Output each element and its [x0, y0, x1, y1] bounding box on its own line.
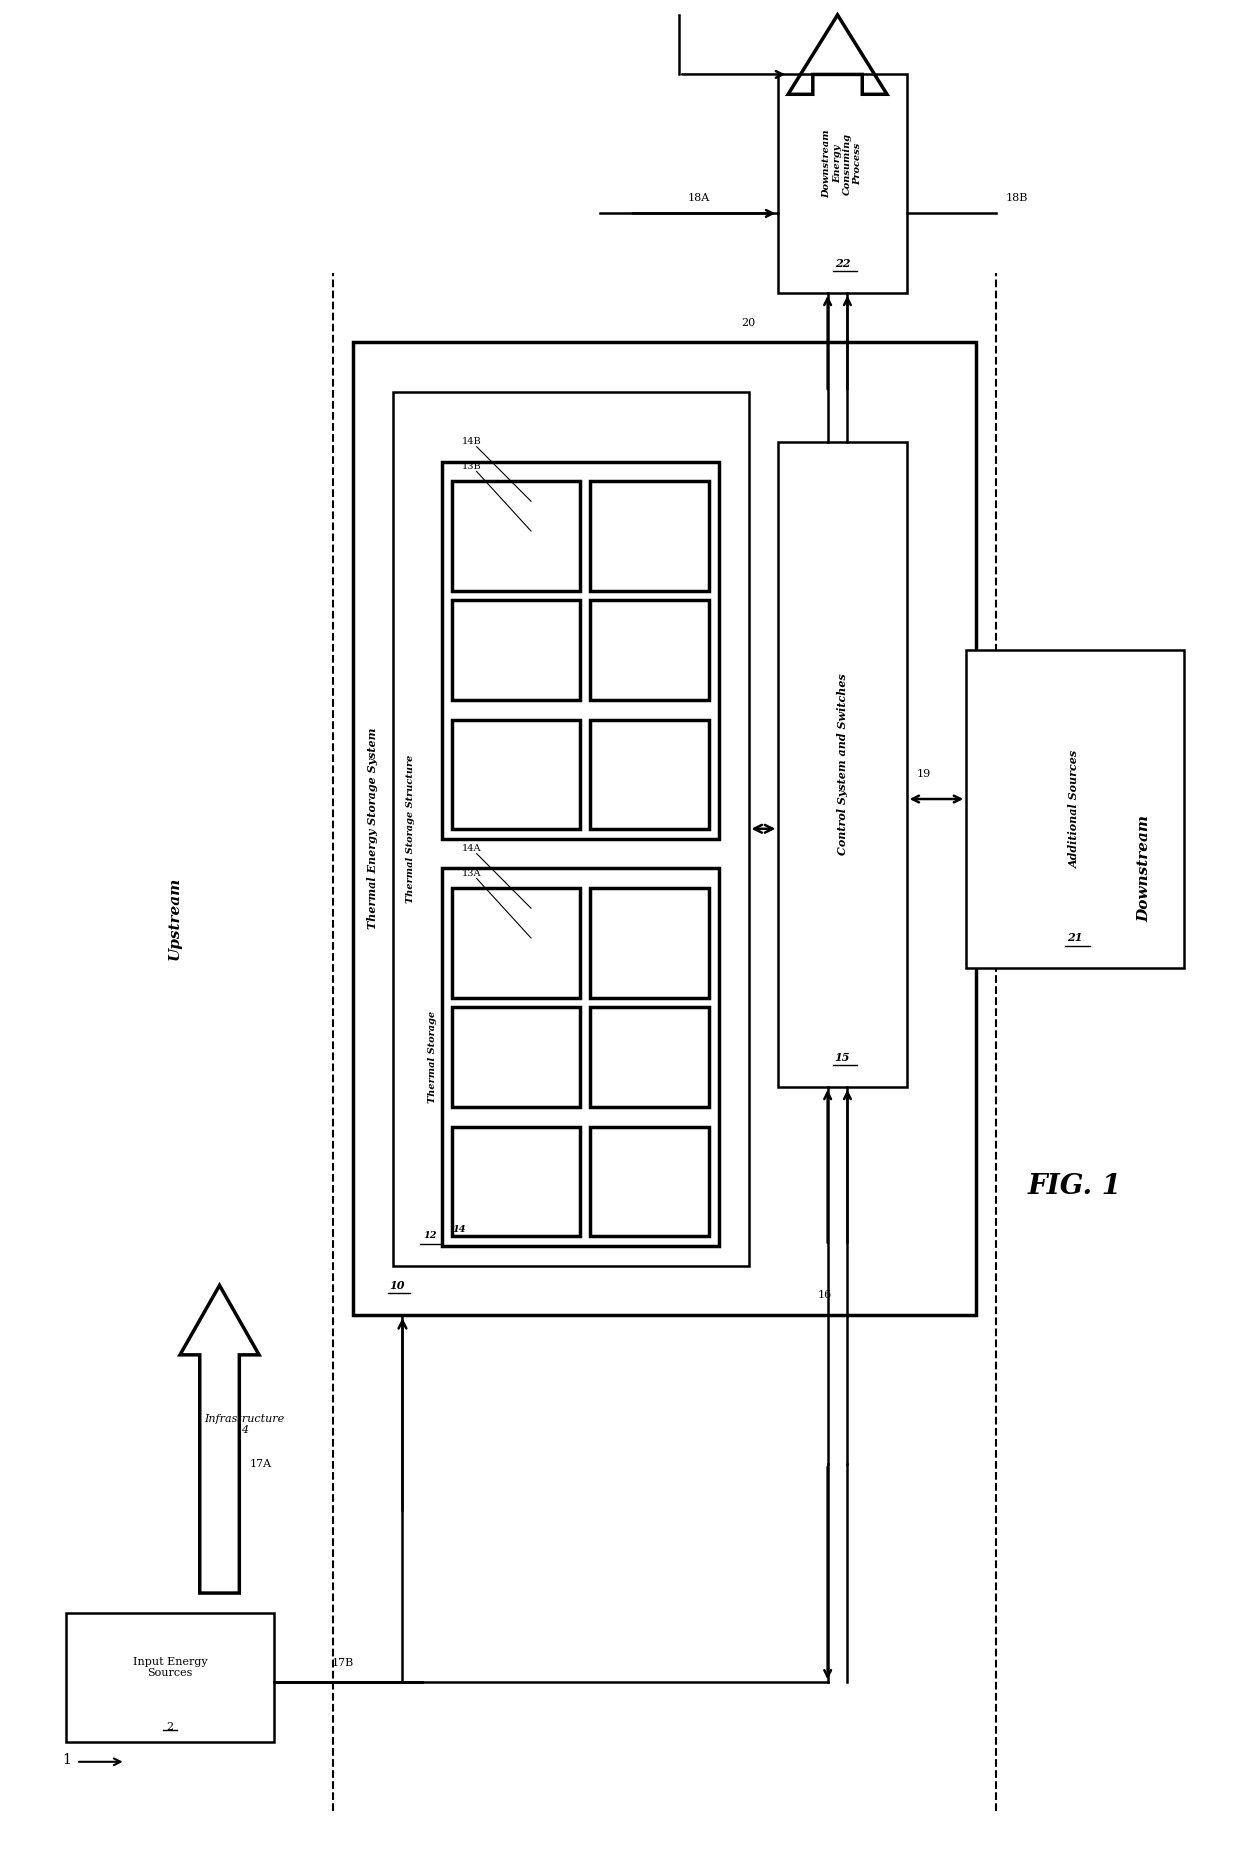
Text: Infrastructure
4: Infrastructure 4 [205, 1414, 284, 1435]
Text: Downstream
Energy
Consuming
Process: Downstream Energy Consuming Process [822, 129, 863, 198]
Text: 10: 10 [389, 1280, 405, 1291]
Bar [451, 1126, 580, 1237]
Bar [441, 461, 719, 839]
Bar [451, 1007, 580, 1106]
Text: 17B: 17B [332, 1657, 355, 1668]
Text: 21: 21 [1068, 932, 1083, 943]
Text: FIG. 1: FIG. 1 [1028, 1173, 1122, 1199]
Text: 15: 15 [835, 1052, 851, 1063]
Bar [441, 869, 719, 1246]
Text: 18B: 18B [1006, 194, 1028, 204]
Bar [590, 600, 709, 700]
Text: 22: 22 [835, 258, 851, 269]
Text: 14B: 14B [461, 437, 481, 446]
Bar [779, 75, 906, 293]
Text: 18A: 18A [688, 194, 711, 204]
Text: 12: 12 [423, 1231, 436, 1240]
Text: Thermal Storage Structure: Thermal Storage Structure [405, 755, 415, 902]
Text: Input Energy
Sources: Input Energy Sources [133, 1657, 207, 1677]
Bar [66, 1612, 274, 1743]
Text: 2: 2 [166, 1722, 174, 1732]
Bar [590, 1007, 709, 1106]
Text: Thermal Storage: Thermal Storage [428, 1011, 436, 1104]
Text: 13A: 13A [461, 869, 481, 878]
Bar [590, 889, 709, 998]
Text: Control System and Switches: Control System and Switches [837, 672, 848, 856]
Text: 14A: 14A [461, 844, 481, 854]
Text: 16: 16 [817, 1291, 832, 1300]
Bar [966, 650, 1184, 968]
Text: 20: 20 [742, 318, 755, 327]
Text: 19: 19 [916, 770, 931, 779]
Bar [393, 392, 749, 1265]
Text: 14: 14 [451, 1225, 465, 1233]
Bar [451, 889, 580, 998]
Text: Thermal Energy Storage System: Thermal Energy Storage System [367, 729, 378, 930]
Bar [451, 600, 580, 700]
Bar [451, 719, 580, 829]
Bar [590, 719, 709, 829]
Bar [590, 1126, 709, 1237]
Bar [353, 342, 976, 1315]
Text: Downstream: Downstream [1137, 814, 1151, 923]
Bar [779, 441, 906, 1087]
Bar [451, 482, 580, 590]
Text: 17A: 17A [249, 1459, 272, 1468]
Text: Additional Sources: Additional Sources [1069, 749, 1080, 869]
Text: 13B: 13B [461, 461, 481, 471]
Bar [590, 482, 709, 590]
Text: Upstream: Upstream [169, 876, 182, 960]
Text: 1: 1 [62, 1752, 71, 1767]
